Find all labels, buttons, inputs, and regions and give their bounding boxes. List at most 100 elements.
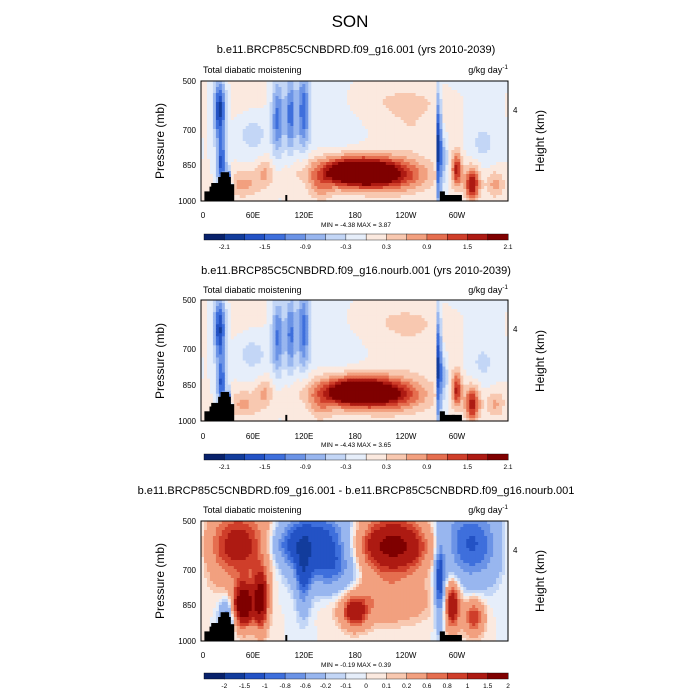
field-cell — [403, 96, 408, 100]
field-cell — [481, 147, 485, 151]
field-cell — [385, 105, 390, 109]
field-cell — [278, 90, 283, 94]
field-cell — [272, 81, 277, 85]
field-cell — [203, 147, 208, 151]
field-cell — [293, 126, 297, 130]
field-cell — [311, 144, 315, 148]
field-cell — [209, 132, 214, 136]
field-cell — [451, 99, 455, 103]
field-cell — [502, 99, 506, 103]
field-cell — [326, 150, 330, 154]
field-cell — [251, 108, 256, 112]
field-cell — [376, 126, 381, 130]
field-cell — [409, 81, 414, 85]
field-cell — [496, 120, 500, 124]
field-cell — [373, 81, 378, 85]
field-cell — [475, 99, 479, 103]
field-cell — [338, 111, 342, 115]
field-cell — [314, 87, 318, 91]
field-cell — [275, 147, 280, 151]
field-cell — [311, 123, 315, 127]
field-cell — [403, 141, 408, 145]
field-cell — [373, 156, 378, 160]
field-cell — [299, 123, 303, 127]
field-cell — [460, 81, 464, 85]
field-cell — [484, 102, 488, 106]
field-cell — [296, 156, 300, 160]
field-cell — [257, 138, 262, 142]
field-cell — [257, 147, 262, 151]
field-cell — [421, 123, 426, 127]
field-cell — [412, 93, 417, 97]
field-cell — [317, 96, 321, 100]
field-cell — [502, 111, 506, 115]
field-cell — [361, 96, 366, 100]
field-cell — [445, 117, 449, 121]
field-cell — [341, 132, 345, 136]
field-cell — [421, 114, 426, 118]
field-cell — [427, 114, 432, 118]
field-cell — [400, 93, 405, 97]
field-cell — [373, 135, 378, 139]
field-cell — [409, 105, 414, 109]
field-cell — [203, 90, 208, 94]
field-cell — [236, 129, 241, 133]
field-cell — [478, 120, 482, 124]
field-cell — [451, 108, 455, 112]
field-cell — [281, 111, 286, 115]
field-cell — [448, 147, 452, 151]
field-cell — [269, 153, 274, 157]
field-cell — [266, 114, 271, 118]
field-cell — [451, 93, 455, 97]
field-cell — [355, 141, 360, 145]
field-cell — [305, 120, 309, 124]
colorbar-swatch — [447, 233, 468, 241]
field-cell — [251, 111, 256, 115]
field-cell — [305, 96, 309, 100]
field-cell — [388, 90, 393, 94]
field-cell — [409, 102, 414, 106]
field-cell — [239, 153, 244, 157]
field-cell — [335, 120, 339, 124]
field-cell — [212, 81, 217, 85]
field-cell — [436, 135, 441, 139]
field-cell — [230, 129, 235, 133]
field-cell — [406, 84, 411, 88]
field-cell — [201, 126, 205, 130]
field-cell — [215, 99, 220, 103]
field-cell — [496, 111, 500, 115]
field-cell — [478, 114, 482, 118]
colorbar-swatch — [284, 233, 306, 241]
field-cell — [227, 120, 232, 124]
field-cell — [487, 150, 491, 154]
field-cell — [436, 117, 441, 121]
field-cell — [329, 144, 333, 148]
field-cell — [427, 141, 432, 145]
field-cell — [490, 153, 494, 157]
field-cell — [496, 102, 500, 106]
field-cell — [364, 84, 369, 88]
field-cell — [320, 108, 324, 112]
field-cell — [421, 105, 426, 109]
field-cell — [436, 120, 441, 124]
field-cell — [314, 102, 318, 106]
field-cell — [400, 123, 405, 127]
field-cell — [439, 120, 444, 124]
field-cell — [239, 147, 244, 151]
field-cell — [490, 93, 494, 97]
field-cell — [427, 108, 432, 112]
field-cell — [335, 87, 339, 91]
field-cell — [287, 159, 292, 163]
field-cell — [203, 120, 208, 124]
field-cell — [281, 84, 286, 88]
field-cell — [409, 132, 414, 136]
field-cell — [475, 123, 479, 127]
field-cell — [305, 105, 309, 109]
field-cell — [415, 87, 420, 91]
field-cell — [433, 87, 438, 91]
field-cell — [472, 87, 476, 91]
field-cell — [320, 90, 324, 94]
field-cell — [466, 102, 470, 106]
field-cell — [290, 81, 294, 85]
field-cell — [317, 144, 321, 148]
